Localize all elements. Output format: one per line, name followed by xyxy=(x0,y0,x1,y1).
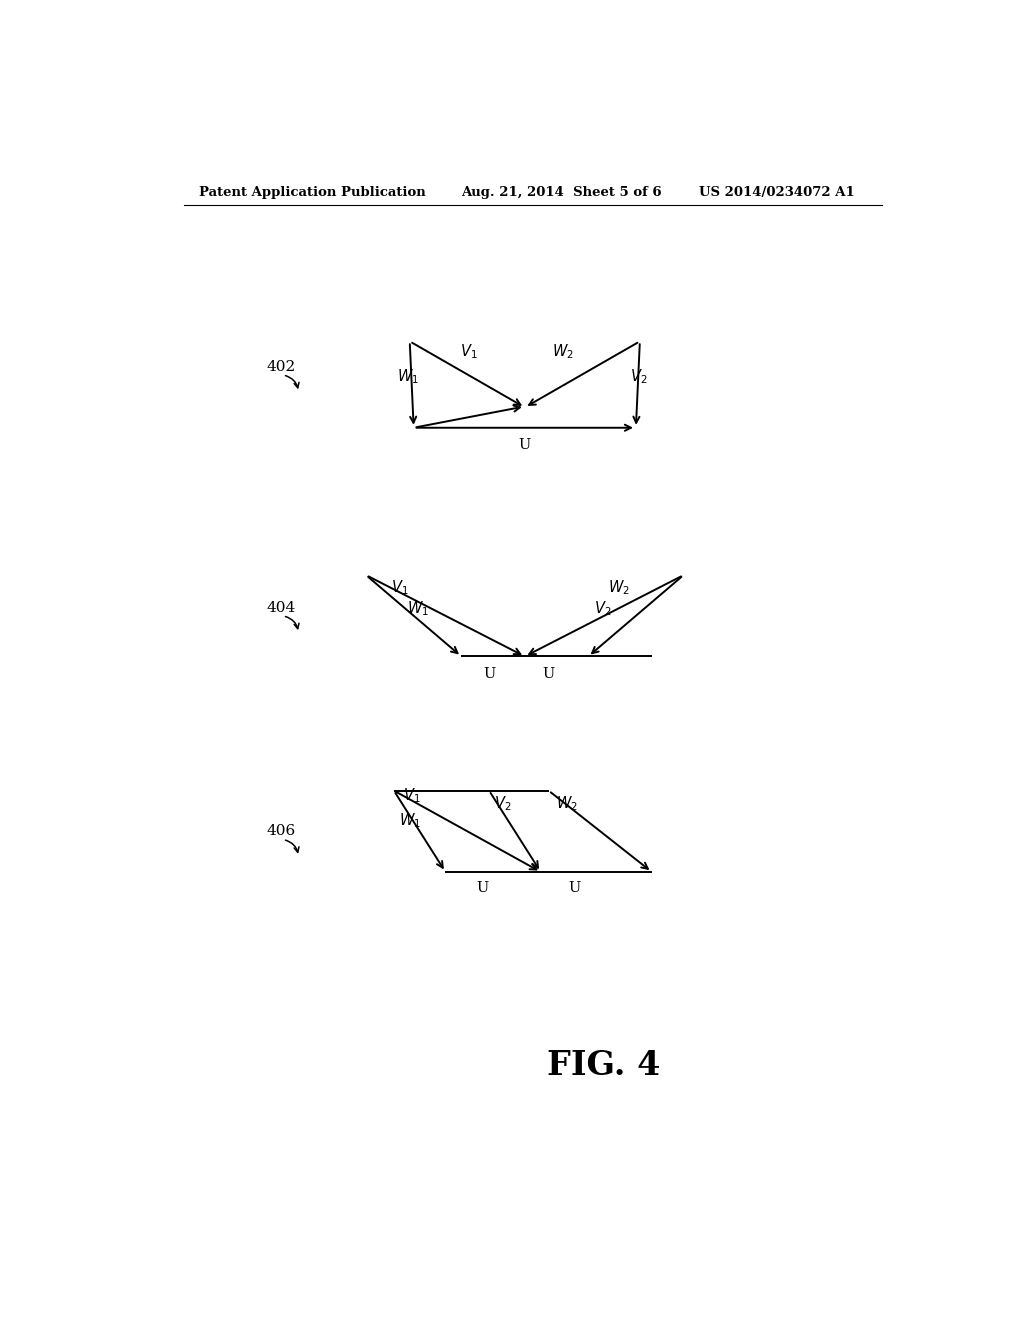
Text: US 2014/0234072 A1: US 2014/0234072 A1 xyxy=(699,186,855,199)
Text: $V_2$: $V_2$ xyxy=(494,795,511,813)
Text: U: U xyxy=(483,667,496,681)
Text: $V_2$: $V_2$ xyxy=(630,367,647,387)
Text: $W_1$: $W_1$ xyxy=(407,599,429,618)
Text: 404: 404 xyxy=(267,601,296,615)
Text: $V_1$: $V_1$ xyxy=(403,787,421,805)
Text: $W_2$: $W_2$ xyxy=(552,342,573,360)
Text: FIG. 4: FIG. 4 xyxy=(548,1048,660,1081)
Text: $W_2$: $W_2$ xyxy=(556,795,578,813)
Text: U: U xyxy=(476,882,488,895)
Text: $W_2$: $W_2$ xyxy=(607,578,630,597)
Text: $V_1$: $V_1$ xyxy=(391,578,409,597)
Text: 406: 406 xyxy=(267,824,296,838)
Text: $V_1$: $V_1$ xyxy=(461,342,478,360)
Text: 402: 402 xyxy=(267,360,296,374)
Text: Patent Application Publication: Patent Application Publication xyxy=(200,186,426,199)
Text: Aug. 21, 2014  Sheet 5 of 6: Aug. 21, 2014 Sheet 5 of 6 xyxy=(461,186,662,199)
Text: U: U xyxy=(568,882,581,895)
Text: U: U xyxy=(543,667,555,681)
Text: $W_1$: $W_1$ xyxy=(397,367,419,387)
Text: $W_1$: $W_1$ xyxy=(398,812,421,830)
Text: $V_2$: $V_2$ xyxy=(594,599,611,618)
Text: U: U xyxy=(519,438,530,451)
